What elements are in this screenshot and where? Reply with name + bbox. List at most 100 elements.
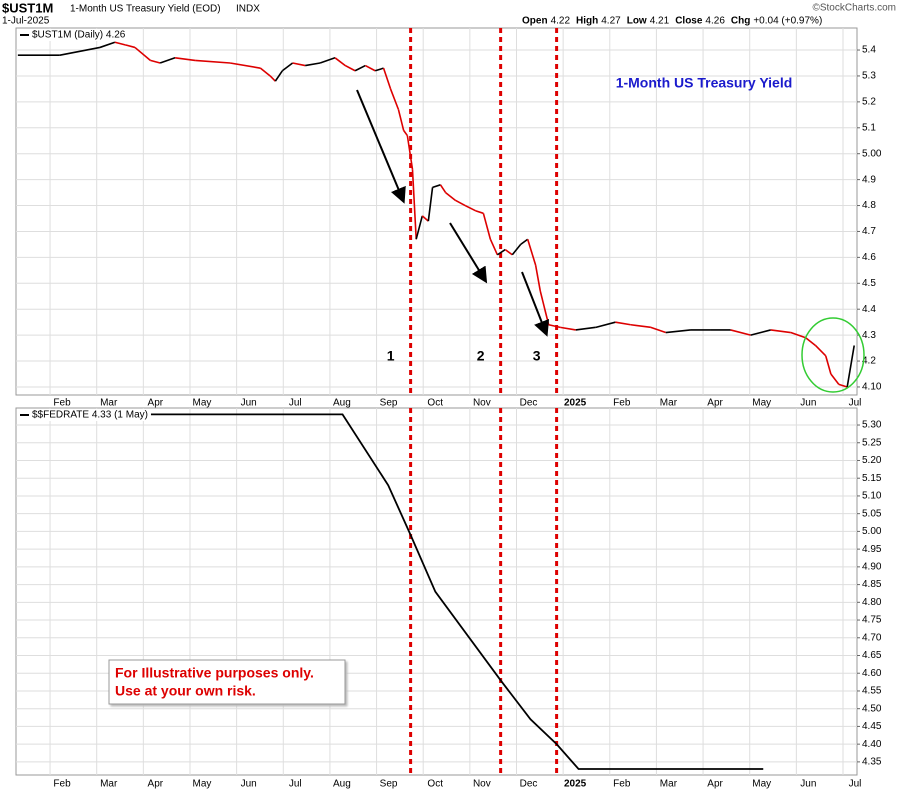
- x-tick-label: May: [752, 779, 771, 790]
- y-tick-label: 5.1: [862, 122, 876, 133]
- note-box: [108, 659, 346, 705]
- line-segment: [344, 64, 356, 72]
- line-segment: [134, 46, 151, 62]
- line-segment: [427, 187, 434, 222]
- y-tick-label: 4.2: [862, 356, 876, 367]
- x-tick-label: Sep: [380, 779, 398, 790]
- line-segment: [534, 265, 542, 292]
- line-segment: [511, 243, 522, 256]
- line-segment: [445, 191, 456, 201]
- line-segment: [150, 59, 161, 64]
- legend-box: [17, 29, 129, 41]
- x-tick-label: Apr: [707, 779, 723, 790]
- source: ©StockCharts.com: [812, 3, 896, 14]
- line-segment: [259, 67, 271, 77]
- legend-label: $UST1M (Daily) 4.26: [32, 30, 126, 41]
- line-segment: [374, 67, 384, 72]
- line-segment: [389, 88, 400, 110]
- line-segment: [99, 41, 116, 49]
- line-segment: [615, 321, 631, 326]
- line-segment: [464, 204, 476, 212]
- line-segment: [421, 215, 429, 222]
- x-tick-label: Oct: [427, 779, 443, 790]
- line-segment: [281, 62, 294, 72]
- x-tick-label: Jun: [800, 398, 816, 409]
- line-segment: [770, 329, 791, 334]
- x-tick-label: Jun: [241, 779, 257, 790]
- panels: 4.10 4.2 4.3 4.4 4.5 4.6 4.7 4.8 4.9 5.00 5.1 5.2 5.…: [15, 27, 882, 790]
- y-tick-label: 5.20: [862, 455, 882, 466]
- annotations: [356, 89, 865, 393]
- line-segment: [159, 57, 176, 64]
- quote-value: +0.04 (+0.97%): [753, 16, 822, 27]
- x-tick-label: Apr: [148, 398, 164, 409]
- y-tick-label: 4.45: [862, 721, 882, 732]
- y-tick-label: 4.35: [862, 757, 882, 768]
- quote-value: 4.26: [705, 16, 725, 27]
- line-segment: [402, 129, 408, 137]
- event-label: 2: [477, 348, 485, 364]
- line-segment: [415, 215, 424, 240]
- arrow: [356, 89, 406, 204]
- x-tick-label: Jul: [289, 779, 302, 790]
- line-segment: [560, 326, 576, 331]
- x-tick-label: Feb: [613, 779, 631, 790]
- line-segment: [814, 344, 827, 357]
- x-tick-label: Feb: [613, 398, 631, 409]
- y-tick-label: 5.00: [862, 526, 882, 537]
- x-tick-label: Dec: [520, 398, 538, 409]
- arrow: [521, 271, 550, 337]
- x-tick-label: Feb: [53, 779, 71, 790]
- line-segment: [730, 329, 751, 336]
- y-tick-label: 4.5: [862, 278, 876, 289]
- y-tick-label: 4.90: [862, 561, 882, 572]
- x-tick-label: Aug: [333, 398, 351, 409]
- plot-area: [15, 27, 858, 396]
- y-tick-label: 4.50: [862, 703, 882, 714]
- quote-value: 4.21: [650, 16, 670, 27]
- x-tick-label: Jul: [289, 398, 302, 409]
- arrow: [449, 222, 488, 284]
- line-segment: [630, 323, 651, 329]
- line-segment: [824, 355, 832, 375]
- exchange: INDX: [236, 4, 260, 15]
- x-tick-label: Sep: [380, 398, 398, 409]
- line-segment: [838, 383, 848, 388]
- y-tick-label: 5.15: [862, 473, 882, 484]
- line-segment: [496, 248, 506, 256]
- y-tick-label: 4.95: [862, 544, 882, 555]
- quote-label: Chg: [731, 16, 750, 27]
- x-tick-label: Nov: [473, 779, 491, 790]
- x-tick-label: May: [193, 398, 212, 409]
- note-text: For Illustrative purposes only.: [115, 665, 314, 681]
- highlight-circle: [801, 317, 865, 393]
- y-tick-label: 5.3: [862, 71, 876, 82]
- y-tick-label: 5.30: [862, 420, 882, 431]
- line-segment: [114, 41, 126, 46]
- y-tick-label: 4.8: [862, 200, 876, 211]
- y-tick-label: 4.60: [862, 668, 882, 679]
- y-tick-label: 4.75: [862, 615, 882, 626]
- quote-label: High: [576, 16, 598, 27]
- line-segment: [526, 238, 537, 266]
- line-segment: [274, 70, 284, 82]
- x-tick-label: Mar: [660, 398, 678, 409]
- quote-value: 4.27: [601, 16, 621, 27]
- x-tick-label: Jun: [241, 398, 257, 409]
- event-label: 3: [533, 348, 541, 364]
- legend-box: [17, 409, 151, 421]
- x-tick-label: Aug: [333, 779, 351, 790]
- x-tick-label: Mar: [660, 779, 678, 790]
- y-tick-label: 4.7: [862, 226, 876, 237]
- line-segment: [319, 57, 336, 64]
- line-segment: [432, 184, 441, 189]
- line-segment: [439, 184, 447, 194]
- y-tick-label: 5.4: [862, 45, 876, 56]
- line-segment: [292, 62, 306, 67]
- instrument-name: 1-Month US Treasury Yield (EOD): [70, 4, 221, 15]
- line-segment: [364, 64, 376, 72]
- line-segment: [575, 326, 596, 331]
- y-tick-label: 5.10: [862, 491, 882, 502]
- symbol: $UST1M: [2, 0, 53, 15]
